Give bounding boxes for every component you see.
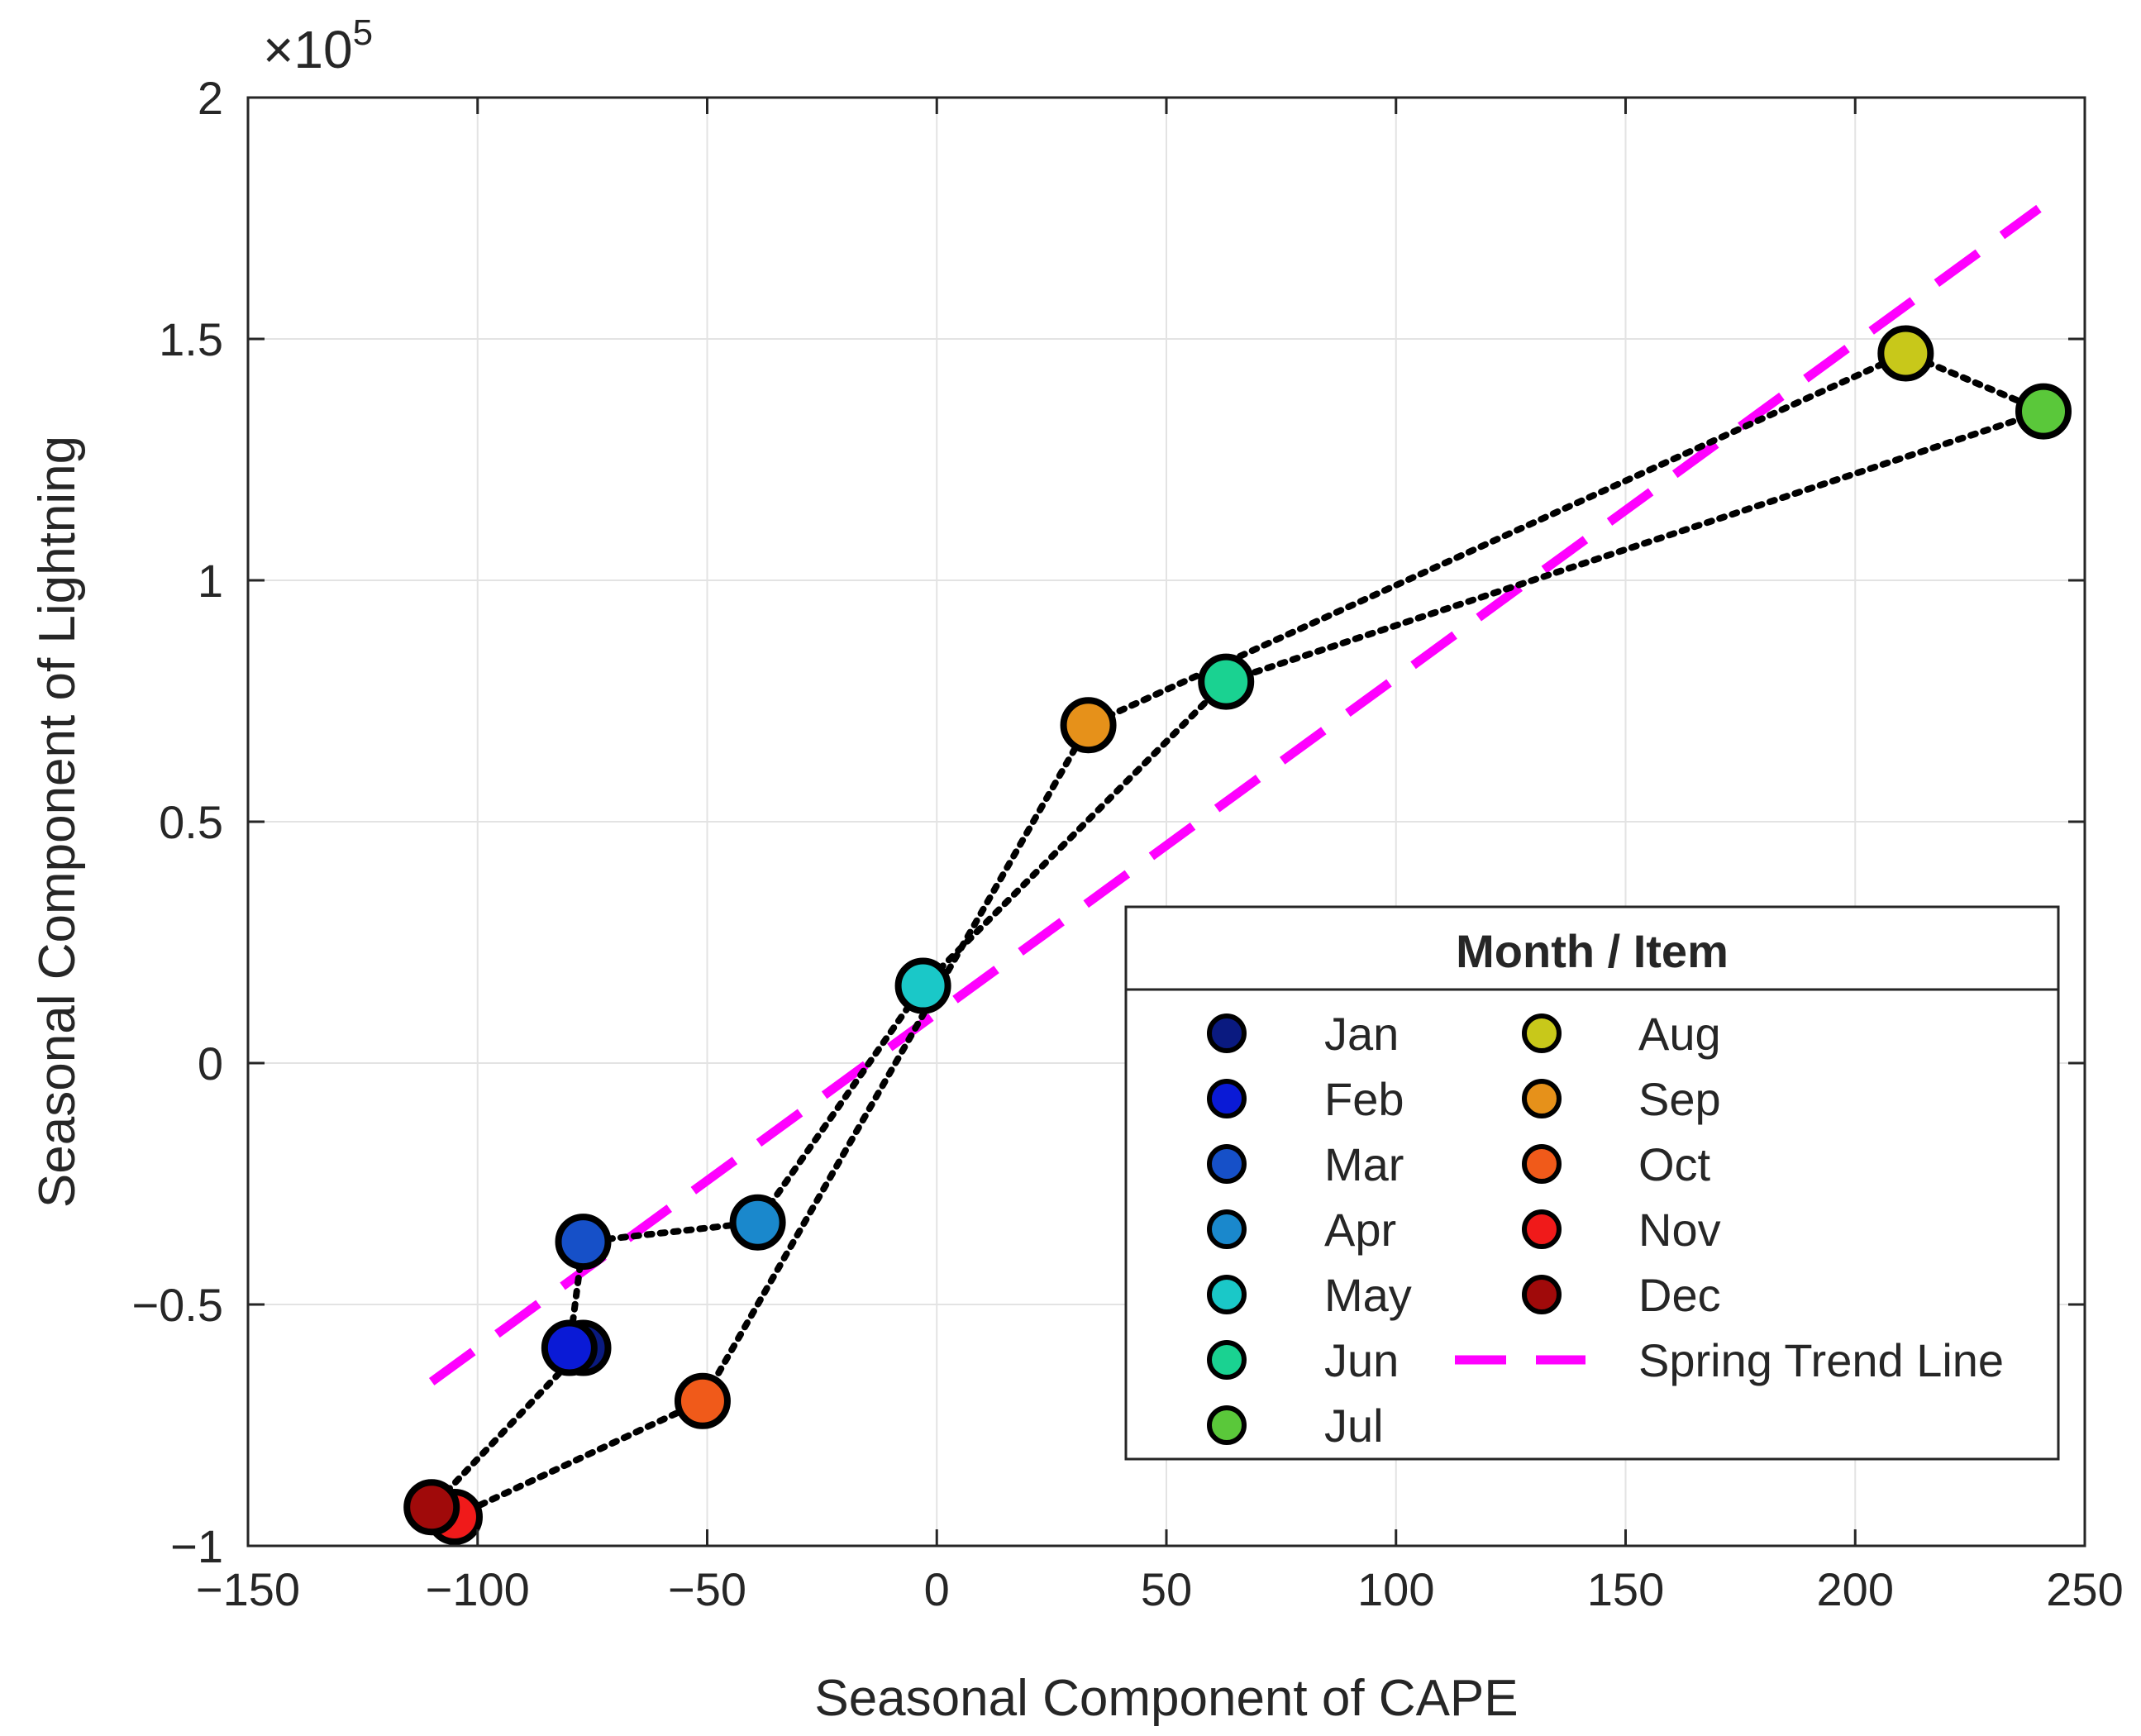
legend-marker-apr	[1207, 1209, 1247, 1249]
y-tick-label: 2	[198, 72, 223, 124]
legend-marker-may	[1207, 1275, 1247, 1314]
legend-label-may: May	[1324, 1269, 1412, 1321]
legend-marker-nov	[1522, 1209, 1562, 1249]
legend-title: Month / Item	[1456, 925, 1729, 977]
legend-items: Jan Feb Mar Apr May Jun Jul Aug Sep Oct Nov Dec Spri…	[1207, 1008, 2004, 1452]
y-tick-label: −1	[170, 1520, 223, 1572]
legend-label-aug: Aug	[1638, 1008, 1721, 1060]
x-tick-label: 0	[924, 1563, 950, 1615]
legend-marker-oct	[1522, 1144, 1562, 1184]
trend-line-layer	[428, 204, 2042, 1385]
legend: Month / Item Jan Feb Mar Apr May Jun Jul Aug Sep…	[1124, 905, 2060, 1461]
legend-marker-dec	[1522, 1275, 1562, 1314]
legend-label-feb: Feb	[1324, 1073, 1404, 1125]
legend-marker-sep	[1522, 1079, 1562, 1118]
legend-label-oct: Oct	[1638, 1138, 1711, 1190]
x-tick-label: 250	[2046, 1563, 2123, 1615]
legend-label-mar: Mar	[1324, 1138, 1404, 1190]
legend-label-jun: Jun	[1324, 1334, 1399, 1386]
point-sep	[1060, 697, 1117, 754]
legend-label-jan: Jan	[1324, 1008, 1399, 1060]
legend-marker-aug	[1522, 1013, 1562, 1053]
y-tick-label: −0.5	[131, 1279, 223, 1331]
spring-trend-line	[428, 204, 2042, 1385]
y-axis-multiplier: ×105	[263, 12, 373, 79]
point-apr	[729, 1194, 786, 1251]
point-jul	[2015, 383, 2072, 440]
point-feb	[541, 1319, 598, 1376]
x-axis-label: Seasonal Component of CAPE	[814, 1670, 1518, 1727]
legend-label-trend: Spring Trend Line	[1638, 1334, 2004, 1386]
x-tick-label: 50	[1141, 1563, 1192, 1615]
y-axis-multiplier-base: ×10	[263, 20, 353, 79]
legend-box	[1124, 905, 2060, 1461]
legend-marker-jun	[1207, 1340, 1247, 1380]
y-axis-label: Seasonal Component of Lightning	[29, 436, 86, 1208]
x-tick-label: −150	[196, 1563, 300, 1615]
legend-marker-jan	[1207, 1013, 1247, 1053]
legend-label-dec: Dec	[1638, 1269, 1721, 1321]
legend-label-jul: Jul	[1324, 1400, 1384, 1452]
point-oct	[674, 1372, 731, 1429]
x-tick-label: 100	[1357, 1563, 1434, 1615]
point-jun	[1198, 653, 1255, 710]
data-points-layer	[403, 325, 2072, 1545]
legend-label-nov: Nov	[1638, 1204, 1721, 1256]
point-may	[894, 957, 951, 1014]
legend-marker-mar	[1207, 1144, 1247, 1184]
point-dec	[403, 1479, 460, 1536]
point-mar	[555, 1214, 612, 1271]
y-tick-label: 1.5	[159, 313, 223, 365]
y-tick-label: 0	[198, 1037, 223, 1090]
x-tick-label: −50	[668, 1563, 746, 1615]
y-tick-label: 1	[198, 555, 223, 607]
x-tick-label: −100	[426, 1563, 530, 1615]
point-aug	[1877, 325, 1934, 382]
y-axis-multiplier-exponent: 5	[353, 12, 373, 53]
y-tick-label: 0.5	[159, 796, 223, 848]
legend-marker-jul	[1207, 1405, 1247, 1445]
ticks-layer: −150 −100 −50 0 50 100 150 200 250 −1 −0.5 0 0.5 1 1.5…	[131, 72, 2123, 1615]
legend-marker-feb	[1207, 1079, 1247, 1118]
x-tick-label: 200	[1817, 1563, 1894, 1615]
legend-label-apr: Apr	[1324, 1204, 1396, 1256]
legend-label-sep: Sep	[1638, 1073, 1721, 1125]
x-tick-label: 150	[1587, 1563, 1664, 1615]
grid	[248, 98, 2085, 1546]
